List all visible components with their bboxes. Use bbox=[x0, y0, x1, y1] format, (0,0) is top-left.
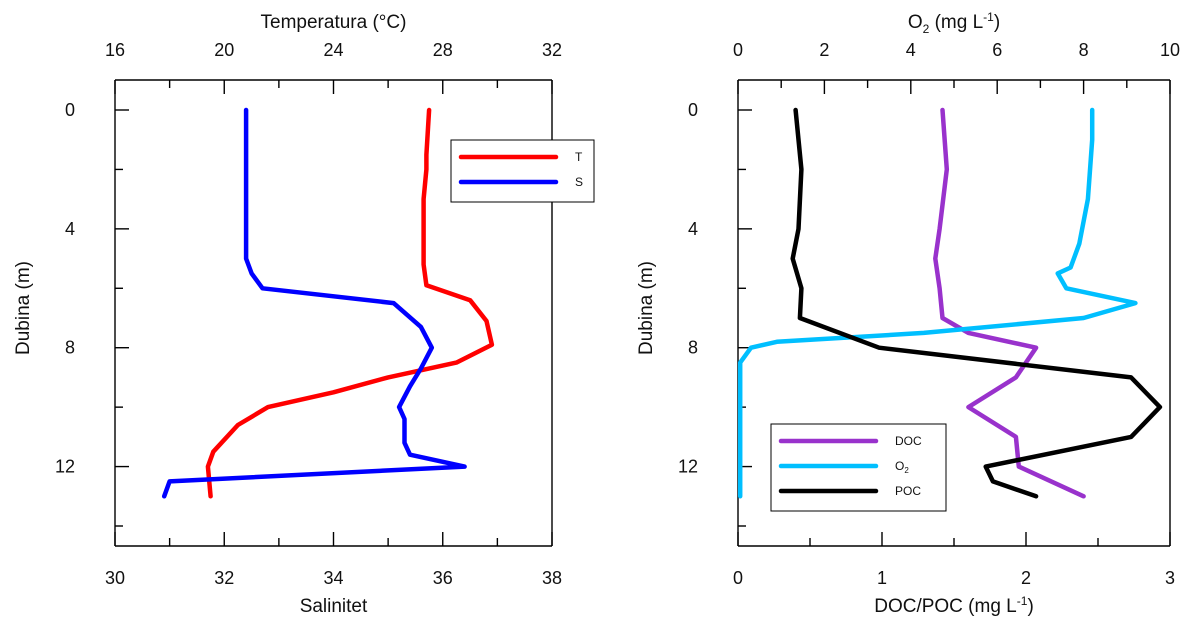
left-panel: 0 4 8 12 16 20 24 28 32 30 32 34 36 38 Temperatura (°C… bbox=[13, 12, 595, 617]
bottom-x-axis-title: DOC/POC (mg L-1) bbox=[874, 594, 1034, 617]
top-x-tick-label: 32 bbox=[542, 40, 562, 60]
bottom-x-tick-label: 3 bbox=[1165, 568, 1175, 588]
legend: DOC O2 POC bbox=[770, 423, 947, 512]
y-tick-label: 0 bbox=[65, 100, 75, 120]
bottom-x-tick-label: 36 bbox=[433, 568, 453, 588]
legend-label: DOC bbox=[895, 434, 922, 448]
series-line-o2 bbox=[737, 107, 1138, 499]
top-x-tick-label: 6 bbox=[992, 40, 1002, 60]
bottom-x-tick-label: 0 bbox=[733, 568, 743, 588]
legend-box bbox=[450, 139, 595, 203]
bottom-x-tick-label: 30 bbox=[105, 568, 125, 588]
y-tick-label: 4 bbox=[65, 219, 75, 239]
y-axis-title: Dubina (m) bbox=[13, 261, 34, 355]
legend-label: O2 bbox=[895, 459, 909, 475]
top-x-tick-label: 4 bbox=[906, 40, 916, 60]
legend-label: S bbox=[575, 175, 583, 189]
top-x-tick-label: 20 bbox=[214, 40, 234, 60]
top-x-axis-title: O2 (mg L-1) bbox=[908, 10, 1000, 36]
series-line-t bbox=[205, 107, 495, 499]
legend-label: T bbox=[575, 150, 583, 164]
top-x-tick-label: 24 bbox=[323, 40, 343, 60]
series-line-s bbox=[161, 107, 467, 499]
top-x-tick-label: 10 bbox=[1160, 40, 1180, 60]
bottom-x-axis-title: Salinitet bbox=[300, 596, 368, 617]
top-x-tick-label: 16 bbox=[105, 40, 125, 60]
bottom-x-tick-label: 34 bbox=[323, 568, 343, 588]
y-tick-label: 12 bbox=[55, 457, 75, 477]
top-x-tick-label: 2 bbox=[819, 40, 829, 60]
legend-label: POC bbox=[895, 484, 921, 498]
top-x-tick-label: 0 bbox=[733, 40, 743, 60]
top-x-tick-label: 8 bbox=[1079, 40, 1089, 60]
series-line-poc bbox=[790, 107, 1163, 499]
y-tick-label: 4 bbox=[688, 219, 698, 239]
top-x-axis-title: Temperatura (°C) bbox=[261, 12, 407, 33]
bottom-x-tick-label: 38 bbox=[542, 568, 562, 588]
y-axis-title: Dubina (m) bbox=[636, 261, 657, 355]
bottom-x-tick-label: 2 bbox=[1021, 568, 1031, 588]
y-tick-label: 8 bbox=[688, 338, 698, 358]
bottom-x-tick-label: 32 bbox=[214, 568, 234, 588]
legend: TS bbox=[450, 139, 595, 203]
y-tick-label: 0 bbox=[688, 100, 698, 120]
series-line-doc bbox=[933, 107, 1086, 499]
y-tick-label: 8 bbox=[65, 338, 75, 358]
top-x-tick-label: 28 bbox=[433, 40, 453, 60]
bottom-x-tick-label: 1 bbox=[877, 568, 887, 588]
y-tick-label: 12 bbox=[678, 457, 698, 477]
